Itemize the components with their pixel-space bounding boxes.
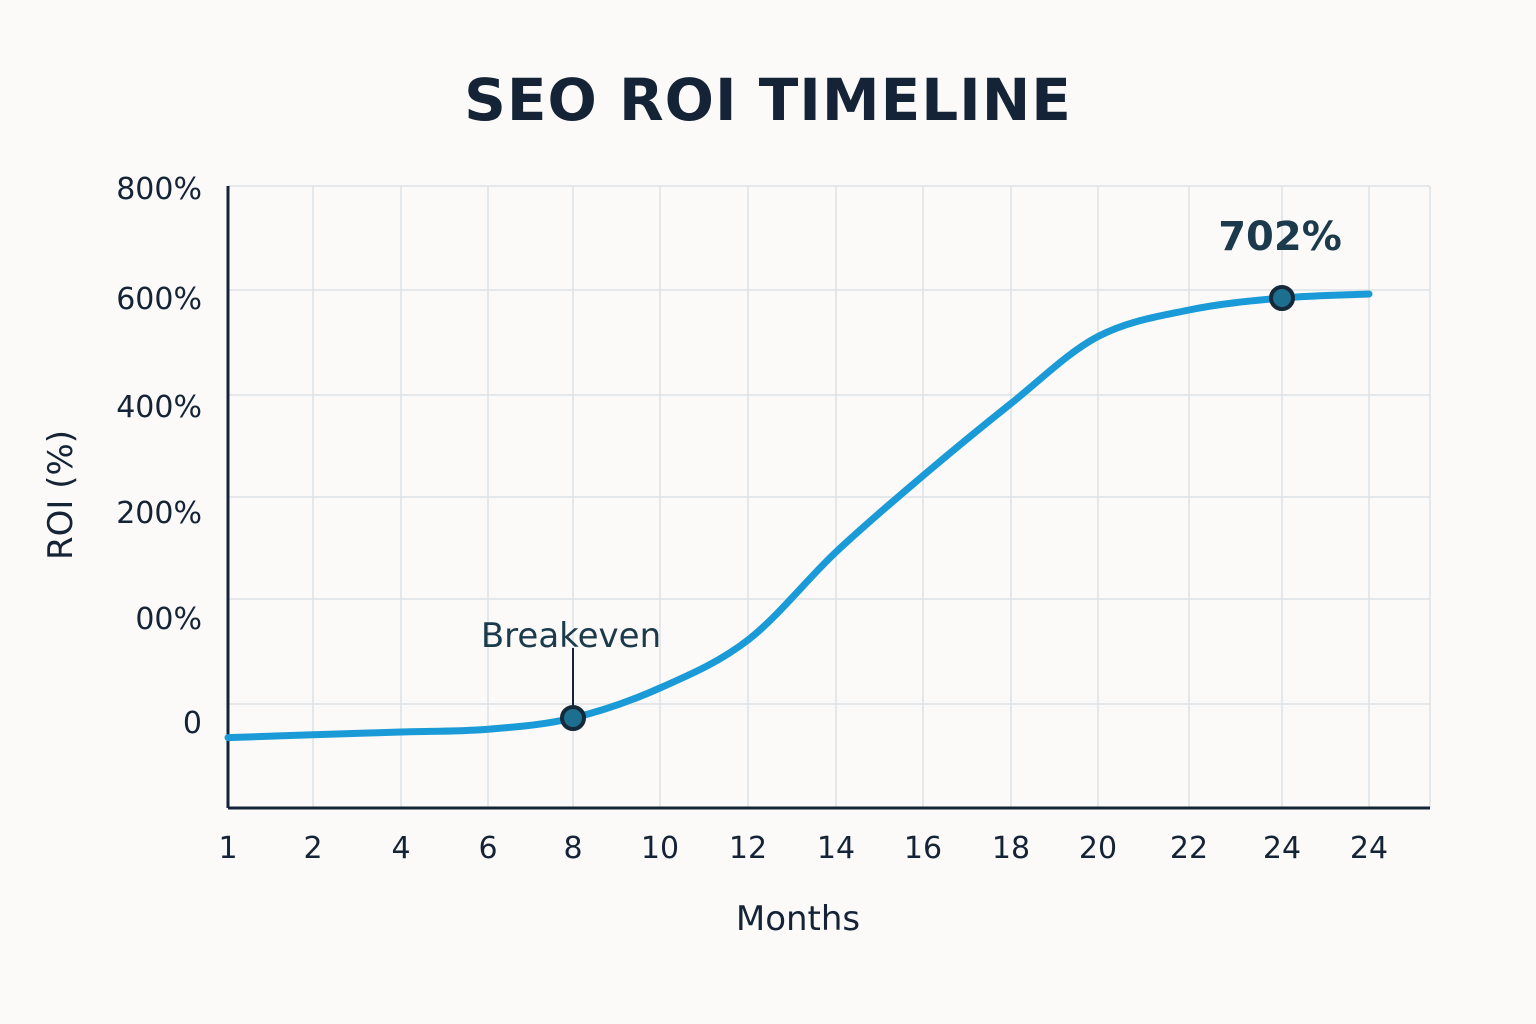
x-tick-label: 6 [478,831,497,866]
y-tick-label: 00% [135,602,202,637]
y-tick-label: 800% [116,172,202,207]
x-tick-label: 12 [729,831,767,866]
x-tick-label: 22 [1170,831,1208,866]
peak-roi-marker [1269,285,1295,311]
x-tick-label: 1 [218,831,237,866]
x-tick-label: 8 [563,831,582,866]
roi-series-line [224,290,1373,742]
y-tick-label: 600% [116,282,202,317]
x-tick-label: 2 [303,831,322,866]
x-tick-label: 18 [992,831,1030,866]
annotations: Breakeven 702% [481,214,1342,731]
peak-roi-label: 702% [1218,214,1342,260]
x-tick-label: 24 [1350,831,1388,866]
breakeven-marker [560,705,586,731]
x-tick-label: 24 [1263,831,1301,866]
x-tick-label: 16 [904,831,942,866]
y-tick-label: 0 [183,706,202,741]
x-axis-title: Months [736,899,860,939]
breakeven-label: Breakeven [481,616,661,656]
y-tick-label: 200% [116,496,202,531]
y-axis-title: ROI (%) [41,430,81,560]
x-tick-label: 10 [641,831,679,866]
grid-lines [228,185,1431,808]
x-tick-label: 14 [817,831,855,866]
y-tick-label: 400% [116,390,202,425]
series-line-layer [224,290,1373,742]
axes [226,186,1430,810]
x-tick-label: 20 [1079,831,1117,866]
tick-labels: 1 2 4 6 8 10 12 14 16 18 20 22 24 24800%600%400%200%0… [116,172,1388,866]
chart-title: SEO ROI TIMELINE [464,66,1072,134]
x-tick-label: 4 [391,831,410,866]
